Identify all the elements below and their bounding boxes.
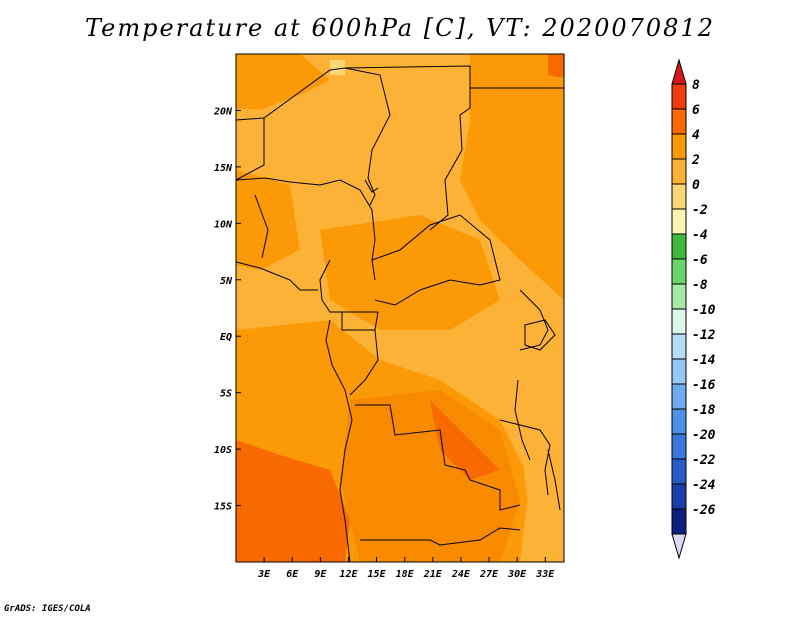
lon-tick-label: 33E xyxy=(535,569,555,580)
colorbar-label: -6 xyxy=(692,253,708,268)
colorbar-box xyxy=(671,433,687,460)
border-nigeria-north xyxy=(235,177,376,281)
field-patch-south-warm xyxy=(340,390,520,562)
lon-tick-label: 24E xyxy=(451,569,471,580)
colorbar-label: -22 xyxy=(692,453,716,468)
lon-tick-label: 30E xyxy=(507,569,527,580)
lon-tick-label: 9E xyxy=(314,569,327,580)
colorbar-box xyxy=(671,133,687,160)
colorbar-box xyxy=(671,158,687,185)
border-uganda xyxy=(519,289,549,351)
lat-tick-label: 5N xyxy=(220,276,233,287)
colorbar-box xyxy=(671,458,687,485)
field-patch-southwest-hot xyxy=(236,440,350,562)
colorbar-label: 0 xyxy=(692,178,700,193)
lat-tick-label: 10S xyxy=(214,445,232,456)
colorbar-label: -24 xyxy=(692,478,716,493)
latitude-axis: 20N 15N 10N 5N EQ 5S 10S 15S xyxy=(213,106,241,513)
colorbar-box xyxy=(671,83,687,110)
grads-credit: GrADS: IGES/COLA xyxy=(4,604,91,614)
colorbar-box xyxy=(671,258,687,285)
map-panel xyxy=(235,53,565,563)
border-cameroon xyxy=(319,259,378,313)
border-mali-niger xyxy=(235,117,265,181)
colorbar-label: -4 xyxy=(692,228,708,243)
lat-tick-label: 15S xyxy=(214,502,232,513)
lon-tick-label: 21E xyxy=(423,569,443,580)
colorbar-box xyxy=(671,308,687,335)
colorbar-label: 2 xyxy=(691,153,700,168)
field-patch-ne-hot xyxy=(548,54,564,78)
colorbar: 8 6 4 2 0 -2 -4 -6 -8 -10 -12 -14 -16 -18 -20 -22 -24 -26 xyxy=(671,58,716,560)
map-frame xyxy=(235,53,565,563)
lon-tick-label: 6E xyxy=(286,569,299,580)
colorbar-box xyxy=(671,208,687,235)
lon-tick-label: 3E xyxy=(257,569,271,580)
colorbar-label: -26 xyxy=(692,503,716,518)
lon-tick-label: 15E xyxy=(368,569,387,580)
lake-malawi xyxy=(547,449,561,511)
colorbar-label: -12 xyxy=(692,328,716,343)
lat-tick-label: 10N xyxy=(214,219,233,230)
colorbar-label: -2 xyxy=(692,203,708,218)
field-patch-east-south xyxy=(520,440,564,520)
field-patch-nw xyxy=(236,54,330,110)
colorbar-box xyxy=(671,383,687,410)
lon-tick-label: 27E xyxy=(479,569,499,580)
colorbar-label: 6 xyxy=(692,103,700,118)
colorbar-box xyxy=(671,408,687,435)
colorbar-box xyxy=(671,333,687,360)
field-patch-cool xyxy=(330,60,345,75)
colorbar-box xyxy=(671,483,687,510)
temperature-field xyxy=(236,54,564,562)
colorbar-bottom-triangle xyxy=(671,533,687,560)
colorbar-label: -20 xyxy=(692,428,716,443)
colorbar-label: 8 xyxy=(692,78,700,93)
colorbar-label: -16 xyxy=(692,378,716,393)
lon-tick-label: 12E xyxy=(339,569,358,580)
longitude-axis: 3E 6E 9E 12E 15E 18E 21E 24E 27E 30E 33E xyxy=(257,557,555,580)
colorbar-box xyxy=(671,233,687,260)
field-patch-hot-spot xyxy=(430,400,500,480)
map-title: Temperature at 600hPa [C], VT: 202007081… xyxy=(85,14,715,42)
colorbar-box xyxy=(671,358,687,385)
lon-tick-label: 18E xyxy=(396,569,415,580)
field-patch-central xyxy=(320,215,500,330)
colorbar-box xyxy=(671,508,687,535)
colorbar-top-triangle xyxy=(671,58,687,85)
border-niger-chad xyxy=(263,67,391,206)
colorbar-box xyxy=(671,283,687,310)
field-patch-west xyxy=(236,170,300,270)
colorbar-label: -10 xyxy=(692,303,716,318)
colorbar-box xyxy=(671,108,687,135)
coastline-west-africa xyxy=(325,319,353,563)
colorbar-label: -8 xyxy=(692,278,708,293)
lake-chad xyxy=(364,179,379,193)
country-borders xyxy=(235,65,564,563)
colorbar-label: -18 xyxy=(692,403,716,418)
colorbar-box xyxy=(671,183,687,210)
colorbar-label: -14 xyxy=(692,353,716,368)
lat-tick-label: 15N xyxy=(214,163,233,174)
border-benin xyxy=(254,194,269,259)
border-tanzania xyxy=(499,419,551,496)
border-angola-drc xyxy=(355,404,521,511)
lake-victoria xyxy=(524,319,556,351)
border-gabon-congo xyxy=(349,329,379,396)
colorbar-label: 4 xyxy=(692,128,700,143)
field-patch-lakes xyxy=(480,320,550,380)
border-equatorial-guinea xyxy=(341,311,379,331)
coastline-gulf-guinea xyxy=(235,261,318,291)
lat-tick-label: EQ xyxy=(220,332,232,343)
field-patch-ne xyxy=(460,54,564,300)
lat-tick-label: 5S xyxy=(220,389,232,400)
border-car xyxy=(371,214,501,306)
lat-tick-label: 20N xyxy=(213,106,233,117)
border-libya-sudan xyxy=(344,65,471,231)
lake-tanganyika xyxy=(514,379,531,461)
border-namibia-zambia xyxy=(360,527,521,546)
